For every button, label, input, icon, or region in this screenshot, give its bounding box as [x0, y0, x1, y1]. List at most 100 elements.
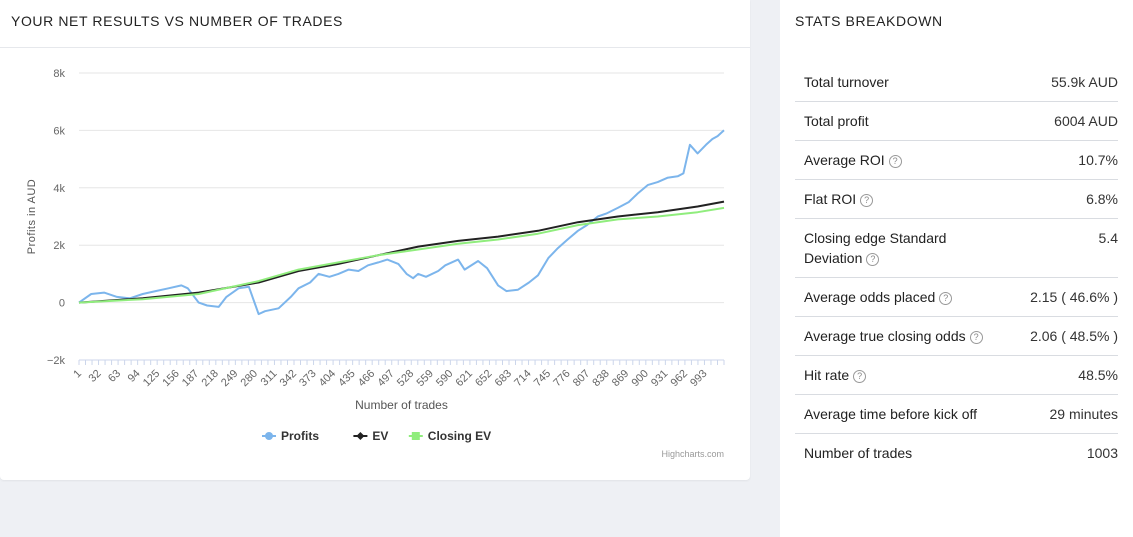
- help-icon[interactable]: ?: [969, 331, 983, 344]
- stats-row-label-cell: Average true closing odds?: [795, 316, 1004, 356]
- stats-row-label-cell: Closing edge Standard Deviation?: [795, 218, 1004, 278]
- legend-label: EV: [372, 429, 388, 443]
- stats-panel: STATS BREAKDOWN Total turnover 55.9k AUD T…: [780, 0, 1133, 537]
- x-axis-title: Number of trades: [355, 398, 448, 412]
- line-chart: −2k 0 2k 4k 6k 8k 1 32 63 94125156187218249280311…: [26, 68, 725, 459]
- x-tick-label: 94: [126, 368, 143, 385]
- help-icon[interactable]: ?: [939, 292, 953, 305]
- stats-row: Closing edge Standard Deviation? 5.4: [795, 218, 1118, 278]
- help-icon[interactable]: ?: [866, 253, 880, 266]
- help-icon[interactable]: ?: [860, 194, 874, 207]
- y-tick-label: 0: [59, 298, 65, 310]
- stats-row-label-cell: Total profit: [795, 101, 1004, 141]
- legend-item[interactable]: Closing EV: [408, 429, 491, 443]
- stats-row: Flat ROI? 6.8%: [795, 179, 1118, 219]
- x-tick-label: 931: [649, 368, 670, 389]
- x-tick-label: 869: [610, 368, 631, 389]
- y-tick-label: 2k: [53, 240, 65, 252]
- x-tick-label: 1: [71, 368, 84, 381]
- stats-row: Average true closing odds? 2.06 ( 48.5% ): [795, 316, 1118, 356]
- stats-row: Hit rate? 48.5%: [795, 355, 1118, 395]
- x-tick-label: 714: [512, 368, 533, 389]
- x-tick-label: 187: [180, 368, 201, 389]
- x-tick-label: 993: [688, 368, 709, 389]
- stats-value: 29 minutes: [1004, 394, 1118, 434]
- stats-label: Average ROI: [804, 152, 885, 168]
- x-tick-label: 621: [454, 368, 475, 389]
- stats-value: 6.8%: [1004, 179, 1118, 219]
- stats-label: Flat ROI: [804, 191, 857, 207]
- x-tick-label: 280: [239, 368, 260, 389]
- results-chart-panel: YOUR NET RESULTS VS NUMBER OF TRADES −2k…: [0, 0, 750, 480]
- stats-value: 55.9k AUD: [1051, 74, 1118, 90]
- stats-row: Average odds placed? 2.15 ( 46.6% ): [795, 277, 1118, 317]
- y-tick-label: 4k: [53, 183, 65, 195]
- y-tick-label: 6k: [53, 125, 65, 137]
- series-line-closing-ev: [78, 206, 725, 304]
- x-tick-label: 559: [414, 368, 435, 389]
- x-tick-label: 125: [141, 368, 162, 389]
- x-tick-label: 466: [356, 368, 377, 389]
- x-tick-label: 528: [395, 368, 416, 389]
- stats-label: Average time before kick off: [804, 406, 978, 422]
- stats-row: Total profit 6004 AUD: [795, 101, 1118, 141]
- stats-panel-title: STATS BREAKDOWN: [795, 13, 943, 29]
- x-tick-label: 156: [160, 368, 181, 389]
- y-tick-label: 8k: [53, 68, 65, 80]
- y-tick-label: −2k: [47, 355, 66, 367]
- x-tick-label: 311: [259, 368, 280, 389]
- legend-marker: [411, 432, 420, 440]
- stats-row: Total turnover 55.9k AUD: [795, 63, 1118, 102]
- stats-value: 2.06 ( 48.5% ): [1004, 316, 1118, 356]
- stats-label: Closing edge Standard Deviation: [804, 230, 947, 266]
- x-tick-label: 342: [278, 368, 299, 389]
- stats-label: Total turnover: [804, 74, 889, 90]
- stats-value: 5.4: [1004, 218, 1118, 278]
- legend-label: Closing EV: [428, 429, 491, 443]
- legend-item[interactable]: EV: [353, 429, 388, 443]
- legend-item[interactable]: Profits: [262, 429, 319, 443]
- stats-value: 2.15 ( 46.6% ): [1004, 277, 1118, 317]
- stats-row-label-cell: Average odds placed?: [795, 277, 1004, 317]
- x-tick-label: 590: [434, 368, 455, 389]
- panel-header: YOUR NET RESULTS VS NUMBER OF TRADES: [0, 0, 750, 48]
- legend-marker: [265, 432, 273, 440]
- x-tick-label: 962: [669, 368, 690, 389]
- stats-row-label-cell: Total turnover: [795, 63, 1004, 102]
- chart-credit: Highcharts.com: [661, 449, 724, 459]
- stats-value: 1003: [1004, 433, 1118, 472]
- panel-title: YOUR NET RESULTS VS NUMBER OF TRADES: [11, 13, 343, 29]
- x-tick-label: 776: [551, 368, 572, 389]
- x-tick-label: 838: [590, 368, 611, 389]
- stats-row-label-cell: Number of trades: [795, 433, 1004, 472]
- stats-row: Average ROI? 10.7%: [795, 140, 1118, 180]
- x-tick-label: 373: [297, 368, 318, 389]
- stats-value: 6004 AUD: [1004, 101, 1118, 141]
- series-line-profits: [78, 129, 725, 316]
- x-tick-label: 404: [317, 368, 338, 389]
- stats-label: Average odds placed: [804, 289, 936, 305]
- x-tick-label: 218: [199, 368, 220, 389]
- x-tick-label: 249: [219, 368, 240, 389]
- stats-row: Average time before kick off 29 minutes: [795, 394, 1118, 434]
- x-tick-label: 683: [493, 368, 514, 389]
- stats-row-label-cell: Flat ROI?: [795, 179, 1004, 219]
- x-tick-label: 32: [87, 368, 104, 385]
- x-tick-label: 745: [532, 368, 553, 389]
- stats-row-label-cell: Average time before kick off: [795, 394, 1004, 434]
- stats-table: Total turnover 55.9k AUD Total profit 6004 …: [795, 63, 1118, 472]
- help-icon[interactable]: ?: [888, 155, 902, 168]
- stats-label: Number of trades: [804, 445, 913, 461]
- x-tick-label: 435: [336, 368, 357, 389]
- help-icon[interactable]: ?: [853, 370, 867, 383]
- stats-row: Number of trades 1003: [795, 433, 1118, 472]
- y-axis-title: Profits in AUD: [26, 179, 38, 254]
- stats-value: 10.7%: [1004, 140, 1118, 180]
- stats-label: Hit rate: [804, 367, 850, 383]
- stats-label: Average true closing odds: [804, 328, 966, 344]
- x-tick-label: 63: [106, 368, 123, 385]
- x-tick-label: 900: [629, 368, 650, 389]
- x-tick-label: 497: [375, 368, 396, 389]
- x-tick-label: 807: [571, 368, 592, 389]
- stats-row-label-cell: Hit rate?: [795, 355, 1004, 395]
